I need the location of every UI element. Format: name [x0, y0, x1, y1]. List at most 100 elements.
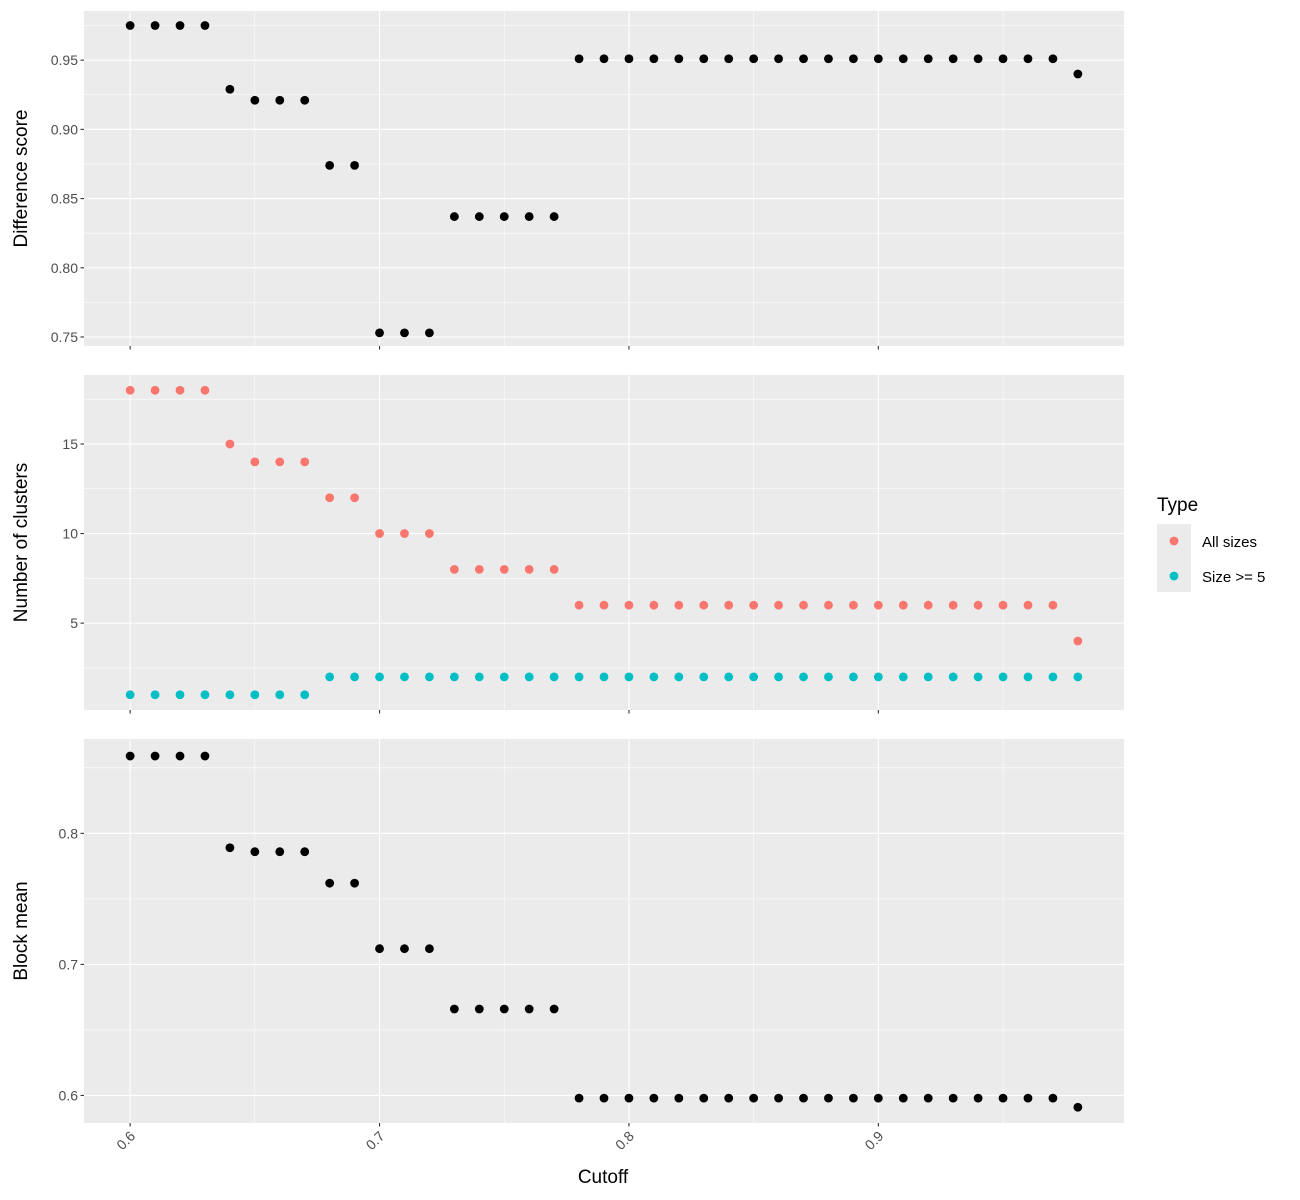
point-size-5 [724, 672, 734, 682]
point-value [250, 847, 260, 857]
point-all-sizes [225, 439, 235, 449]
point-size-5 [225, 690, 235, 700]
point-value [774, 54, 783, 64]
point-all-sizes [1023, 600, 1033, 610]
point-value [1073, 69, 1083, 79]
legend-title: Type [1157, 495, 1198, 516]
legend-key-all-sizes [1169, 536, 1179, 546]
point-size-5 [923, 672, 933, 682]
point-all-sizes [599, 600, 609, 610]
point-size-5 [250, 690, 260, 700]
point-value [849, 1093, 858, 1103]
point-value [200, 21, 210, 30]
point-all-sizes [474, 564, 484, 574]
point-all-sizes [449, 564, 459, 574]
point-size-5 [400, 672, 409, 682]
point-value [125, 751, 135, 761]
point-all-sizes [699, 600, 709, 610]
point-size-5 [150, 690, 160, 700]
point-value [799, 54, 808, 64]
point-size-5 [998, 672, 1008, 682]
point-size-5 [125, 690, 135, 700]
point-value [1048, 1093, 1058, 1103]
point-all-sizes [1048, 600, 1058, 610]
point-all-sizes [425, 529, 434, 538]
point-value [474, 1004, 484, 1014]
point-all-sizes [998, 600, 1008, 610]
point-value [724, 1093, 734, 1103]
point-value [998, 54, 1008, 64]
point-value [175, 21, 185, 30]
point-value [225, 843, 235, 853]
point-value [150, 21, 160, 30]
point-size-5 [973, 672, 983, 682]
point-value [998, 1093, 1008, 1103]
point-value [898, 54, 908, 64]
point-all-sizes [499, 564, 509, 574]
point-value [624, 1093, 634, 1103]
y-tick-label: 0.95 [51, 52, 78, 68]
point-size-5 [749, 672, 759, 682]
y-tick-label: 0.75 [51, 329, 78, 345]
point-all-sizes [624, 600, 634, 610]
point-value [1073, 1102, 1083, 1112]
point-value [125, 21, 135, 30]
point-value [549, 212, 559, 221]
point-value [574, 54, 584, 64]
point-value [175, 751, 185, 761]
point-all-sizes [200, 385, 210, 395]
point-size-5 [599, 672, 609, 682]
point-all-sizes [774, 600, 783, 610]
point-value [849, 54, 858, 64]
point-all-sizes [375, 529, 384, 538]
legend: Type All sizes Size >= 5 [1157, 495, 1265, 592]
panel-number-of-clusters: 5 10 15 Number of clusters [11, 375, 1124, 714]
point-value [923, 54, 933, 64]
point-value [425, 944, 434, 954]
point-value [799, 1093, 808, 1103]
point-value [649, 1093, 659, 1103]
point-size-5 [849, 672, 858, 682]
point-all-sizes [125, 385, 135, 395]
point-size-5 [300, 690, 310, 700]
point-all-sizes [400, 529, 409, 538]
point-value [449, 212, 459, 221]
point-value [674, 1093, 684, 1103]
point-size-5 [1023, 672, 1033, 682]
point-all-sizes [275, 457, 285, 467]
point-size-5 [624, 672, 634, 682]
point-value [300, 95, 310, 105]
x-tick-label: 0.7 [363, 1128, 388, 1153]
x-tick-label: 0.8 [612, 1128, 637, 1153]
point-value [674, 54, 684, 64]
point-all-sizes [574, 600, 584, 610]
point-size-5 [799, 672, 808, 682]
point-value [1023, 54, 1033, 64]
panel-number-of-clusters-background [84, 375, 1124, 710]
x-tick-label: 0.9 [861, 1128, 886, 1153]
point-value [400, 328, 409, 338]
point-size-5 [898, 672, 908, 682]
point-all-sizes [1073, 636, 1083, 646]
point-all-sizes [973, 600, 983, 610]
point-value [699, 54, 709, 64]
point-all-sizes [749, 600, 759, 610]
y-tick-label: 5 [70, 615, 78, 631]
panel-block-mean-background [84, 739, 1124, 1123]
point-value [150, 751, 160, 761]
y-tick-label: 0.6 [59, 1087, 79, 1103]
y-tick-label: 0.90 [51, 121, 78, 137]
point-value [524, 212, 534, 221]
y-tick-label: 10 [62, 526, 78, 542]
point-value [898, 1093, 908, 1103]
point-size-5 [774, 672, 783, 682]
point-size-5 [549, 672, 559, 682]
panel-difference-score-y-axis-title: Difference score [11, 110, 32, 248]
point-size-5 [824, 672, 833, 682]
point-all-sizes [898, 600, 908, 610]
point-size-5 [699, 672, 709, 682]
point-value [275, 847, 285, 857]
point-size-5 [1073, 672, 1083, 682]
point-size-5 [200, 690, 210, 700]
